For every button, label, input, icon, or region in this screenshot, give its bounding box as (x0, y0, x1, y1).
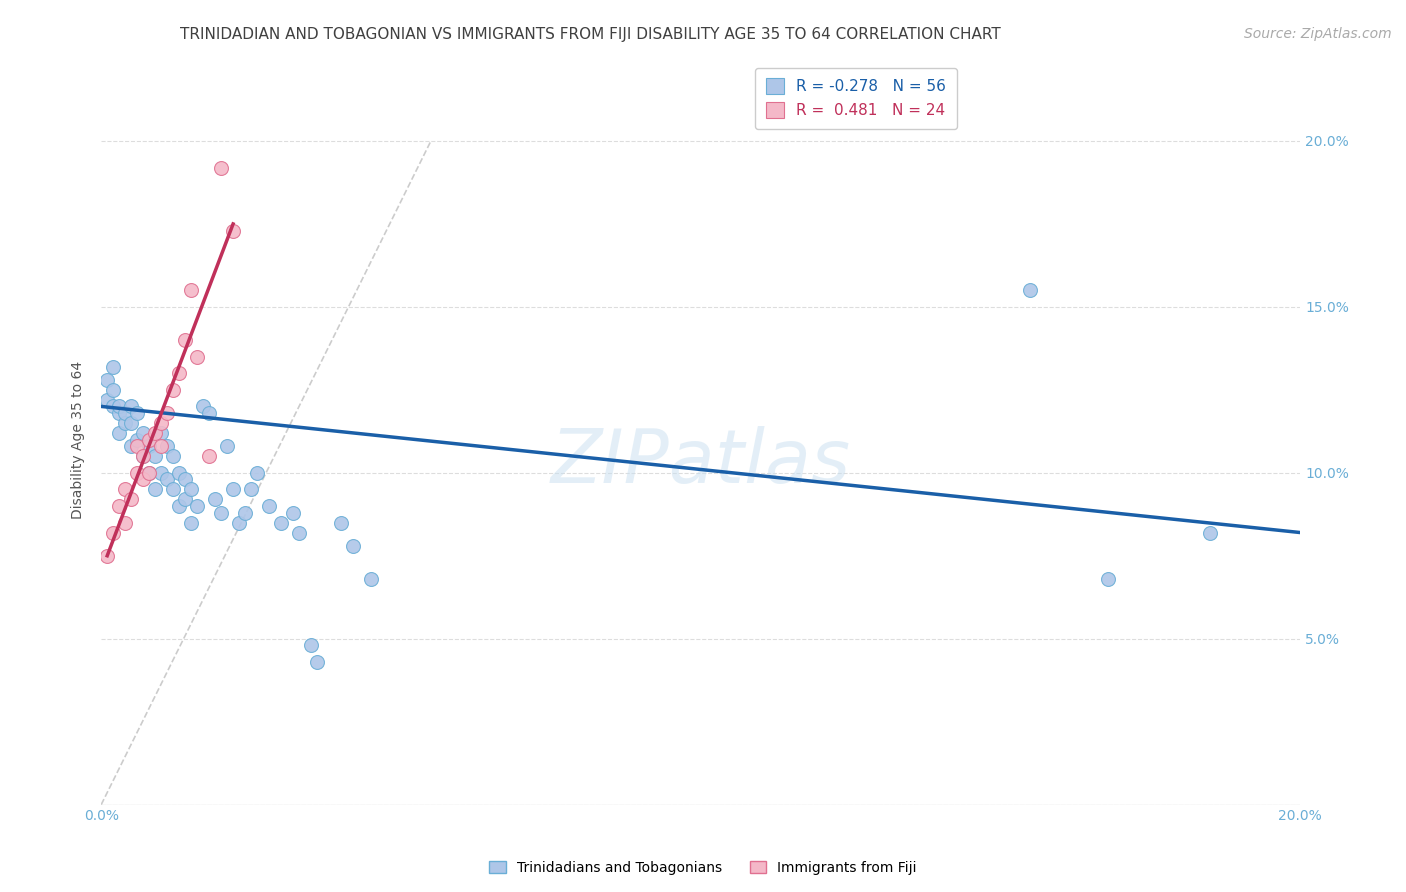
Point (132, 472, 155, 486)
Point (162, 383, 184, 397)
Point (174, 333, 197, 347)
Point (103, 359, 125, 374)
Point (246, 466, 269, 480)
Point (1097, 572, 1119, 586)
Point (167, 466, 190, 480)
Point (108, 425, 131, 440)
Y-axis label: Disability Age 35 to 64: Disability Age 35 to 64 (72, 360, 86, 518)
Point (257, 499, 280, 513)
Point (108, 406, 131, 420)
Point (108, 400, 131, 414)
Point (217, 439, 239, 453)
Point (233, 506, 256, 520)
Point (120, 492, 142, 507)
Point (270, 516, 292, 530)
Point (156, 472, 179, 486)
Point (180, 283, 202, 297)
Point (103, 400, 125, 414)
Point (198, 449, 221, 463)
Point (198, 406, 221, 420)
Point (132, 449, 155, 463)
Point (186, 350, 208, 364)
Point (222, 223, 245, 237)
Point (138, 466, 160, 480)
Point (360, 572, 382, 586)
Point (127, 466, 149, 480)
Point (156, 406, 179, 420)
Point (174, 492, 197, 507)
Point (342, 539, 364, 553)
Point (138, 439, 160, 453)
Point (222, 483, 245, 497)
Point (180, 483, 202, 497)
Point (103, 525, 125, 540)
Point (96, 392, 118, 407)
Point (156, 439, 179, 453)
Point (1199, 525, 1222, 540)
Point (132, 449, 155, 463)
Point (143, 425, 166, 440)
Point (209, 161, 232, 175)
Point (150, 439, 173, 453)
Point (162, 483, 184, 497)
Point (288, 525, 311, 540)
Legend: R = -0.278   N = 56, R =  0.481   N = 24: R = -0.278 N = 56, R = 0.481 N = 24 (755, 68, 956, 128)
Point (103, 383, 125, 397)
Point (191, 400, 214, 414)
Point (143, 449, 166, 463)
Point (209, 506, 232, 520)
Point (132, 425, 155, 440)
Point (96, 373, 118, 387)
Point (240, 483, 263, 497)
Point (167, 366, 190, 380)
Text: Source: ZipAtlas.com: Source: ZipAtlas.com (1244, 27, 1392, 41)
Point (143, 483, 166, 497)
Point (150, 416, 173, 430)
Point (127, 406, 149, 420)
Point (228, 516, 250, 530)
Point (114, 406, 136, 420)
Point (162, 449, 184, 463)
Point (114, 483, 136, 497)
Point (150, 425, 173, 440)
Point (138, 466, 160, 480)
Point (120, 416, 142, 430)
Point (120, 400, 142, 414)
Point (96, 549, 118, 563)
Point (150, 466, 173, 480)
Text: TRINIDADIAN AND TOBAGONIAN VS IMMIGRANTS FROM FIJI DISABILITY AGE 35 TO 64 CORRE: TRINIDADIAN AND TOBAGONIAN VS IMMIGRANTS… (180, 27, 1001, 42)
Point (114, 416, 136, 430)
Point (114, 516, 136, 530)
Point (120, 439, 142, 453)
Point (204, 492, 226, 507)
Point (180, 516, 202, 530)
Point (330, 516, 353, 530)
Point (299, 638, 322, 652)
Point (127, 439, 149, 453)
Point (186, 499, 208, 513)
Point (1019, 283, 1042, 297)
Point (127, 433, 149, 447)
Legend: Trinidadians and Tobagonians, Immigrants from Fiji: Trinidadians and Tobagonians, Immigrants… (484, 855, 922, 880)
Text: ZIPatlas: ZIPatlas (551, 425, 851, 498)
Point (305, 655, 328, 669)
Point (167, 499, 190, 513)
Point (174, 472, 197, 486)
Point (281, 506, 304, 520)
Point (138, 433, 160, 447)
Point (108, 499, 131, 513)
